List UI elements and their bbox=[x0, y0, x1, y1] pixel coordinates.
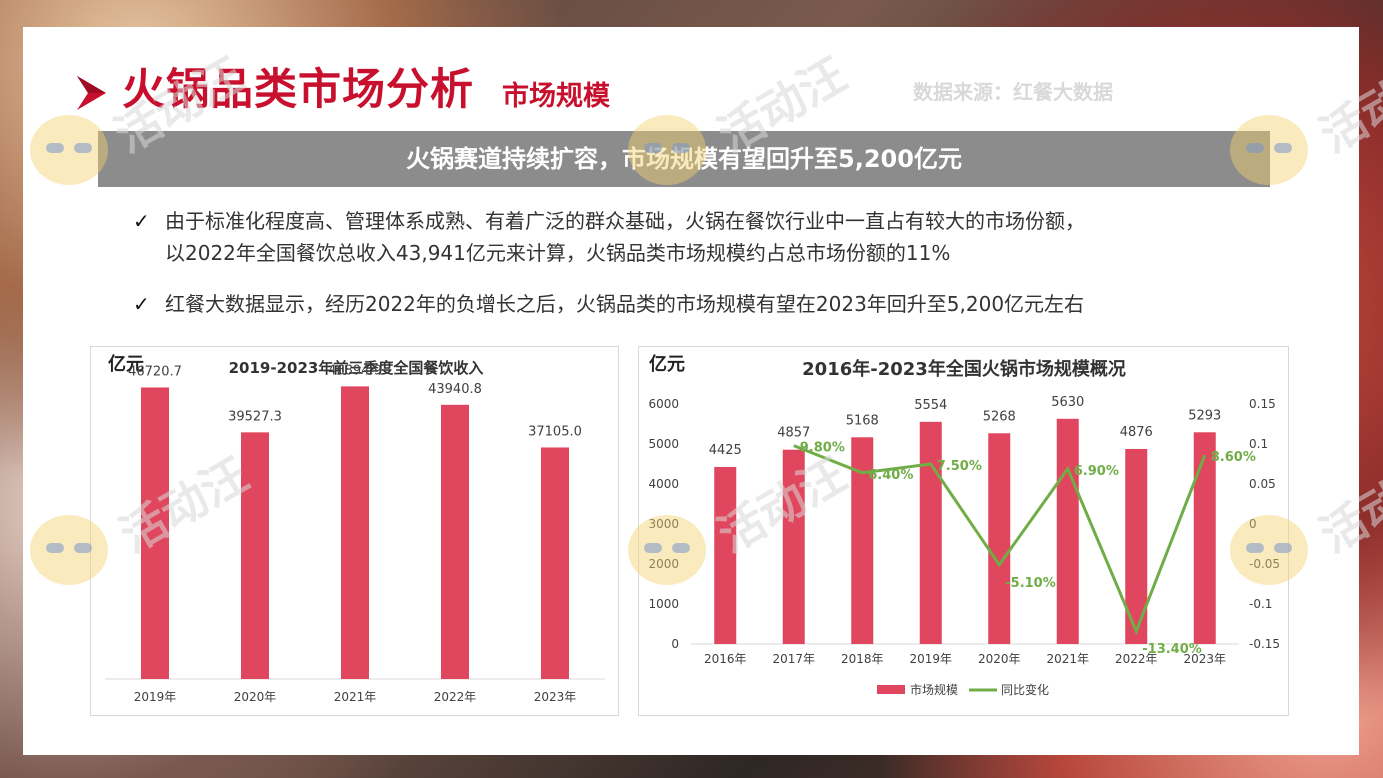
bar bbox=[541, 447, 569, 679]
x-tick-label: 2021年 bbox=[334, 690, 377, 704]
y-tick-label-right: 0.1 bbox=[1249, 437, 1268, 451]
data-label: 4876 bbox=[1120, 425, 1153, 440]
legend-label: 市场规模 bbox=[910, 682, 958, 697]
y-tick-label-right: -0.05 bbox=[1249, 557, 1280, 571]
bar bbox=[1125, 448, 1148, 644]
line-data-label: 7.50% bbox=[937, 459, 982, 474]
bullet-text-line: 红餐大数据显示，经历2022年的负增长之后，火锅品类的市场规模有望在2023年回… bbox=[165, 292, 1085, 316]
bullet-point: ✓ 由于标准化程度高、管理体系成熟、有着广泛的群众基础，火锅在餐饮行业中一直占有… bbox=[133, 205, 1233, 271]
bullet-text-line: 由于标准化程度高、管理体系成熟、有着广泛的群众基础，火锅在餐饮行业中一直占有较大… bbox=[165, 209, 1085, 233]
x-tick-label: 2021年 bbox=[1046, 652, 1089, 666]
chart-title: 2016年-2023年全国火锅市场规模概况 bbox=[802, 359, 1126, 380]
line-data-label: 8.60% bbox=[1211, 450, 1256, 465]
line-data-label: 6.40% bbox=[868, 468, 913, 483]
data-source-note: 数据来源：红餐大数据 bbox=[913, 80, 1113, 104]
y-tick-label-right: 0.05 bbox=[1249, 477, 1276, 491]
x-tick-label: 2019年 bbox=[909, 652, 952, 666]
x-tick-label: 2023年 bbox=[1183, 652, 1226, 666]
chart-panel-dining-revenue: 亿元 2019-2023年前三季度全国餐饮收入 46720.7 2019年 3952… bbox=[90, 346, 619, 716]
bar bbox=[919, 421, 942, 644]
data-label: 5293 bbox=[1188, 408, 1221, 423]
y-tick-label-left: 5000 bbox=[648, 437, 679, 451]
y-tick-label-left: 3000 bbox=[648, 517, 679, 531]
data-label: 5168 bbox=[846, 413, 879, 428]
arrow-icon bbox=[77, 76, 106, 110]
x-tick-label: 2019年 bbox=[134, 690, 177, 704]
chart-panel-hotpot-market: 亿元 2016年-2023年全国火锅市场规模概况 0 1000 2000 3000 40… bbox=[638, 346, 1289, 716]
y-tick-label-right: 0 bbox=[1249, 517, 1257, 531]
y-tick-label-left: 2000 bbox=[648, 557, 679, 571]
line-data-label: -13.40% bbox=[1142, 642, 1202, 657]
bar bbox=[141, 387, 169, 679]
y-tick-label-right: 0.15 bbox=[1249, 397, 1276, 411]
line-data-label: -5.10% bbox=[1005, 576, 1056, 591]
bar bbox=[241, 432, 269, 679]
y-tick-label-left: 6000 bbox=[648, 397, 679, 411]
checkmark-icon: ✓ bbox=[133, 209, 150, 233]
legend-label: 同比变化 bbox=[1001, 682, 1049, 697]
data-label: 43940.8 bbox=[428, 382, 482, 397]
x-tick-label: 2022年 bbox=[434, 690, 477, 704]
data-label: 4425 bbox=[709, 443, 742, 458]
x-tick-label: 2016年 bbox=[704, 652, 747, 666]
y-tick-label-left: 0 bbox=[671, 637, 679, 651]
y-axis-unit-label: 亿元 bbox=[108, 354, 144, 375]
series-line bbox=[793, 444, 1207, 636]
bullet-text-line: 以2022年全国餐饮总收入43,941亿元来计算，火锅品类市场规模约占总市场份额… bbox=[165, 241, 951, 265]
chart-title: 2019-2023年前三季度全国餐饮收入 bbox=[228, 359, 484, 377]
y-tick-label-left: 1000 bbox=[648, 597, 679, 611]
x-tick-label: 2017年 bbox=[772, 652, 815, 666]
x-tick-label: 2023年 bbox=[534, 690, 577, 704]
x-tick-label: 2018年 bbox=[841, 652, 884, 666]
bar bbox=[714, 467, 737, 644]
x-tick-label: 2020年 bbox=[234, 690, 277, 704]
data-label: 39527.3 bbox=[228, 409, 282, 424]
y-tick-label-left: 4000 bbox=[648, 477, 679, 491]
headline-banner: 火锅赛道持续扩容，市场规模有望回升至5,200亿元 bbox=[98, 131, 1270, 187]
bullet-point: ✓ 红餐大数据显示，经历2022年的负增长之后，火锅品类的市场规模有望在2023… bbox=[133, 288, 1233, 320]
bar bbox=[851, 437, 874, 644]
legend-swatch-bar bbox=[877, 685, 905, 694]
bar bbox=[1056, 418, 1079, 644]
x-tick-label: 2020年 bbox=[978, 652, 1021, 666]
bar bbox=[341, 386, 369, 679]
data-label: 46720.7 bbox=[128, 364, 182, 379]
y-tick-label-right: -0.15 bbox=[1249, 637, 1280, 651]
bar-chart-dining-revenue: 46720.7 2019年 39527.3 2020年 46894.9 2021年 4394… bbox=[105, 363, 605, 704]
bar bbox=[441, 404, 469, 679]
line-data-label: 9.80% bbox=[800, 441, 845, 456]
page-title: 火锅品类市场分析 bbox=[122, 65, 474, 115]
data-label: 5268 bbox=[983, 409, 1016, 424]
page-subtitle: 市场规模 bbox=[502, 81, 610, 112]
x-tick-label: 2022年 bbox=[1115, 652, 1158, 666]
data-label: 46894.9 bbox=[328, 363, 382, 378]
checkmark-icon: ✓ bbox=[133, 292, 150, 316]
combo-chart-hotpot-market: 0 1000 2000 3000 4000 5000 6000 -0.15 -0.1 -0.05 0… bbox=[648, 395, 1280, 697]
data-label: 5630 bbox=[1051, 395, 1084, 410]
bar bbox=[782, 449, 805, 644]
data-label: 4857 bbox=[777, 426, 810, 441]
y-tick-label-right: -0.1 bbox=[1249, 597, 1272, 611]
bar bbox=[988, 433, 1011, 644]
data-label: 5554 bbox=[914, 398, 947, 413]
data-label: 37105.0 bbox=[528, 424, 582, 439]
bar bbox=[1193, 432, 1216, 644]
y-axis-unit-label: 亿元 bbox=[649, 354, 685, 375]
line-data-label: 6.90% bbox=[1074, 464, 1119, 479]
